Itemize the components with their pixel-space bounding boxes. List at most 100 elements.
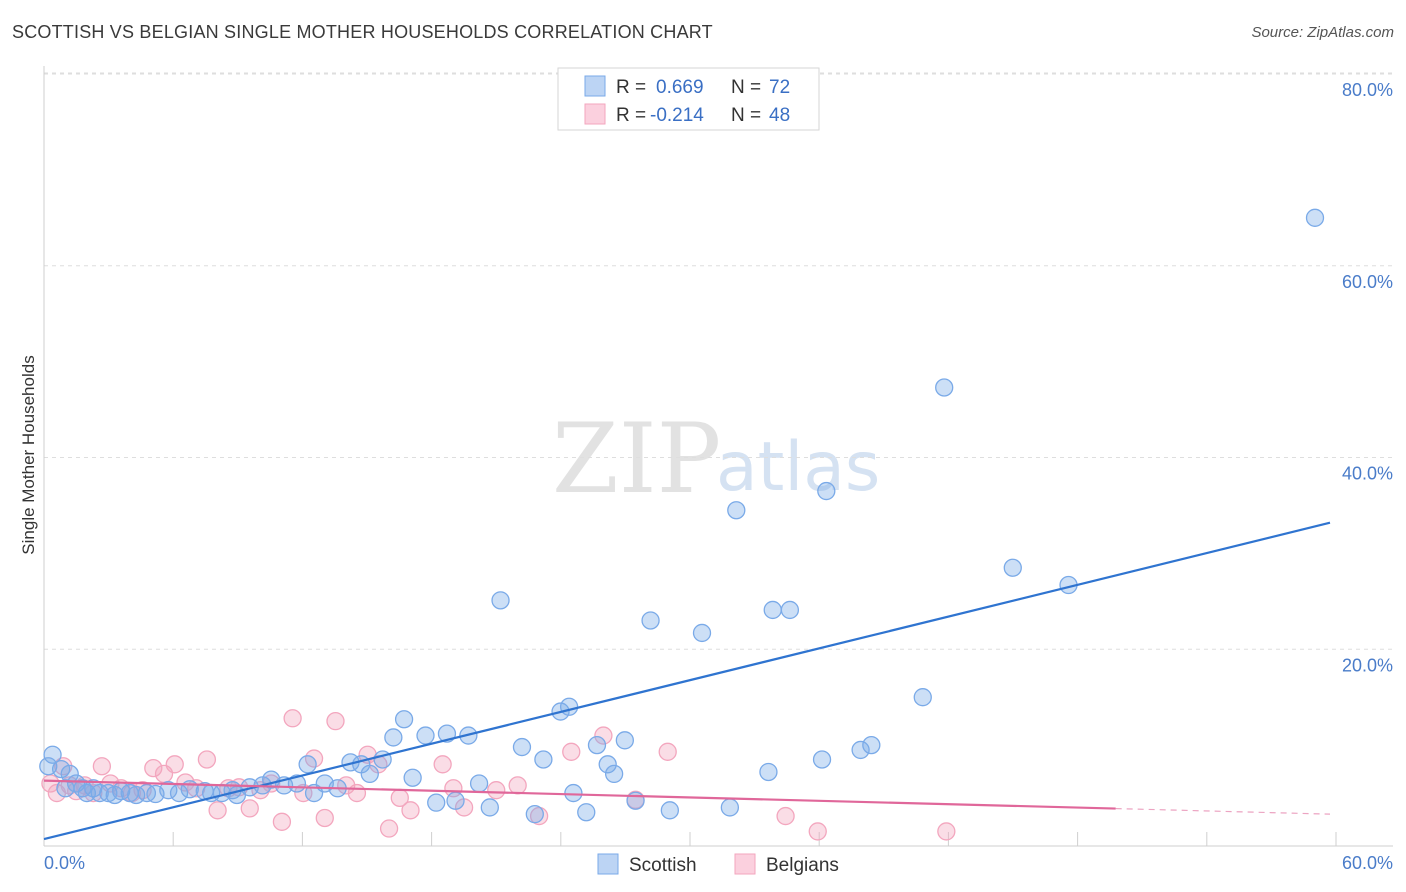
scottish-point-54: [577, 803, 596, 822]
belgians-point-21: [240, 799, 259, 818]
stats-legend: R = 0.669 N = 72 R = -0.214 N = 48: [557, 67, 820, 131]
scottish-legend-label: Scottish: [629, 855, 697, 876]
scottish-point-3: [60, 764, 79, 784]
scottish-point-39: [403, 768, 422, 787]
scottish-trend-line: [43, 521, 1331, 841]
watermark-zip: ZIP: [552, 403, 721, 515]
scottish-point-0: [43, 745, 62, 764]
scottish-point-71: [862, 735, 881, 755]
belgians-point-26: [294, 783, 313, 803]
scottish-point-40: [416, 726, 435, 745]
scottish-point-70: [851, 740, 870, 760]
scottish-point-77: [39, 757, 58, 776]
belgians-point-28: [315, 808, 334, 828]
scottish-point-66: [763, 600, 782, 620]
belgians-point-47: [776, 806, 795, 826]
scottish-point-16: [159, 781, 178, 800]
scottish-point-47: [491, 591, 510, 610]
belgians-point-25: [283, 709, 302, 728]
x-tick-label-max: 60.0%: [1342, 853, 1393, 873]
belgians-trend-line: [43, 779, 1116, 810]
watermark-atlas: atlas: [716, 428, 880, 507]
scottish-point-49: [525, 805, 544, 824]
series-legend: Scottish Belgians: [597, 853, 839, 876]
x-tick-labels: 0.0% 60.0%: [44, 853, 1393, 873]
scottish-point-35: [360, 764, 379, 784]
belgians-point-14: [165, 755, 184, 774]
belgians-bottom-swatch: [734, 853, 756, 875]
belgians-point-17: [197, 750, 217, 769]
scottish-point-69: [817, 481, 836, 501]
scottish-point-46: [480, 798, 499, 817]
scottish-point-67: [780, 600, 800, 620]
belgians-point-7: [92, 757, 112, 776]
belgians-point-24: [272, 812, 292, 831]
scottish-point-52: [559, 697, 579, 716]
scottish-point-73: [935, 378, 954, 397]
belgians-point-40: [487, 781, 506, 800]
scottish-point-60: [641, 611, 660, 630]
belgians-point-36: [401, 801, 420, 820]
belgians-point-29: [326, 712, 345, 731]
scottish-point-43: [446, 791, 465, 810]
scottish-point-65: [759, 762, 778, 782]
scottish-point-62: [692, 623, 712, 643]
scottish-point-37: [384, 728, 403, 747]
scottish-point-29: [298, 755, 317, 774]
belgians-point-43: [562, 742, 581, 761]
belgians-point-49: [937, 822, 956, 841]
belgians-point-46: [658, 742, 677, 761]
scottish-point-48: [512, 737, 532, 757]
belgians-n-value: 48: [769, 105, 790, 126]
scottish-point-58: [615, 731, 634, 750]
scottish-points: [39, 208, 1325, 824]
scottish-point-61: [660, 801, 680, 820]
scottish-n-label: N =: [731, 77, 761, 98]
scottish-point-56: [598, 755, 617, 774]
scottish-point-41: [427, 793, 446, 812]
belgians-point-48: [808, 822, 827, 841]
x-tick-label-min: 0.0%: [44, 853, 85, 873]
y-tick-label-3: 80.0%: [1342, 80, 1393, 100]
y-tick-label-2: 60.0%: [1342, 272, 1393, 292]
scottish-point-57: [604, 764, 624, 784]
y-tick-labels: 20.0% 40.0% 60.0% 80.0%: [1342, 80, 1393, 675]
scottish-point-63: [720, 798, 740, 817]
belgians-point-18: [208, 801, 227, 820]
scottish-point-55: [587, 735, 607, 755]
scottish-point-74: [1003, 558, 1022, 577]
belgians-trend-extension: [1115, 807, 1331, 815]
scottish-r-label: R =: [616, 77, 646, 98]
belgians-n-label: N =: [731, 105, 761, 126]
chart-source: Source: ZipAtlas.com: [1251, 24, 1394, 41]
scottish-bottom-swatch: [597, 853, 619, 875]
belgians-point-34: [379, 819, 399, 838]
scottish-point-53: [564, 783, 583, 803]
belgians-r-label: R =: [616, 105, 646, 126]
belgians-legend-swatch: [584, 103, 606, 125]
belgians-point-44: [594, 726, 613, 745]
belgians-point-31: [347, 783, 367, 803]
scottish-n-value: 72: [769, 77, 790, 98]
belgians-point-6: [84, 783, 103, 803]
scottish-r-value: 0.669: [656, 77, 704, 98]
trend-lines: [43, 521, 1331, 841]
scottish-point-64: [727, 501, 746, 520]
scottish-point-68: [812, 750, 832, 769]
scottish-legend-swatch: [584, 75, 606, 97]
belgians-legend-label: Belgians: [766, 855, 839, 876]
y-tick-label-1: 40.0%: [1342, 464, 1393, 484]
scottish-point-45: [469, 774, 489, 793]
belgians-point-37: [433, 755, 452, 774]
scottish-point-50: [534, 750, 553, 769]
y-tick-label-0: 20.0%: [1342, 655, 1393, 675]
belgians-point-12: [144, 758, 163, 778]
gridlines: [44, 72, 1393, 650]
y-axis-label: Single Mother Households: [19, 355, 38, 554]
belgians-point-41: [508, 776, 527, 795]
scottish-point-38: [394, 710, 414, 729]
axes: [43, 66, 1393, 847]
scottish-point-76: [1305, 208, 1325, 227]
scottish-point-72: [913, 688, 932, 707]
